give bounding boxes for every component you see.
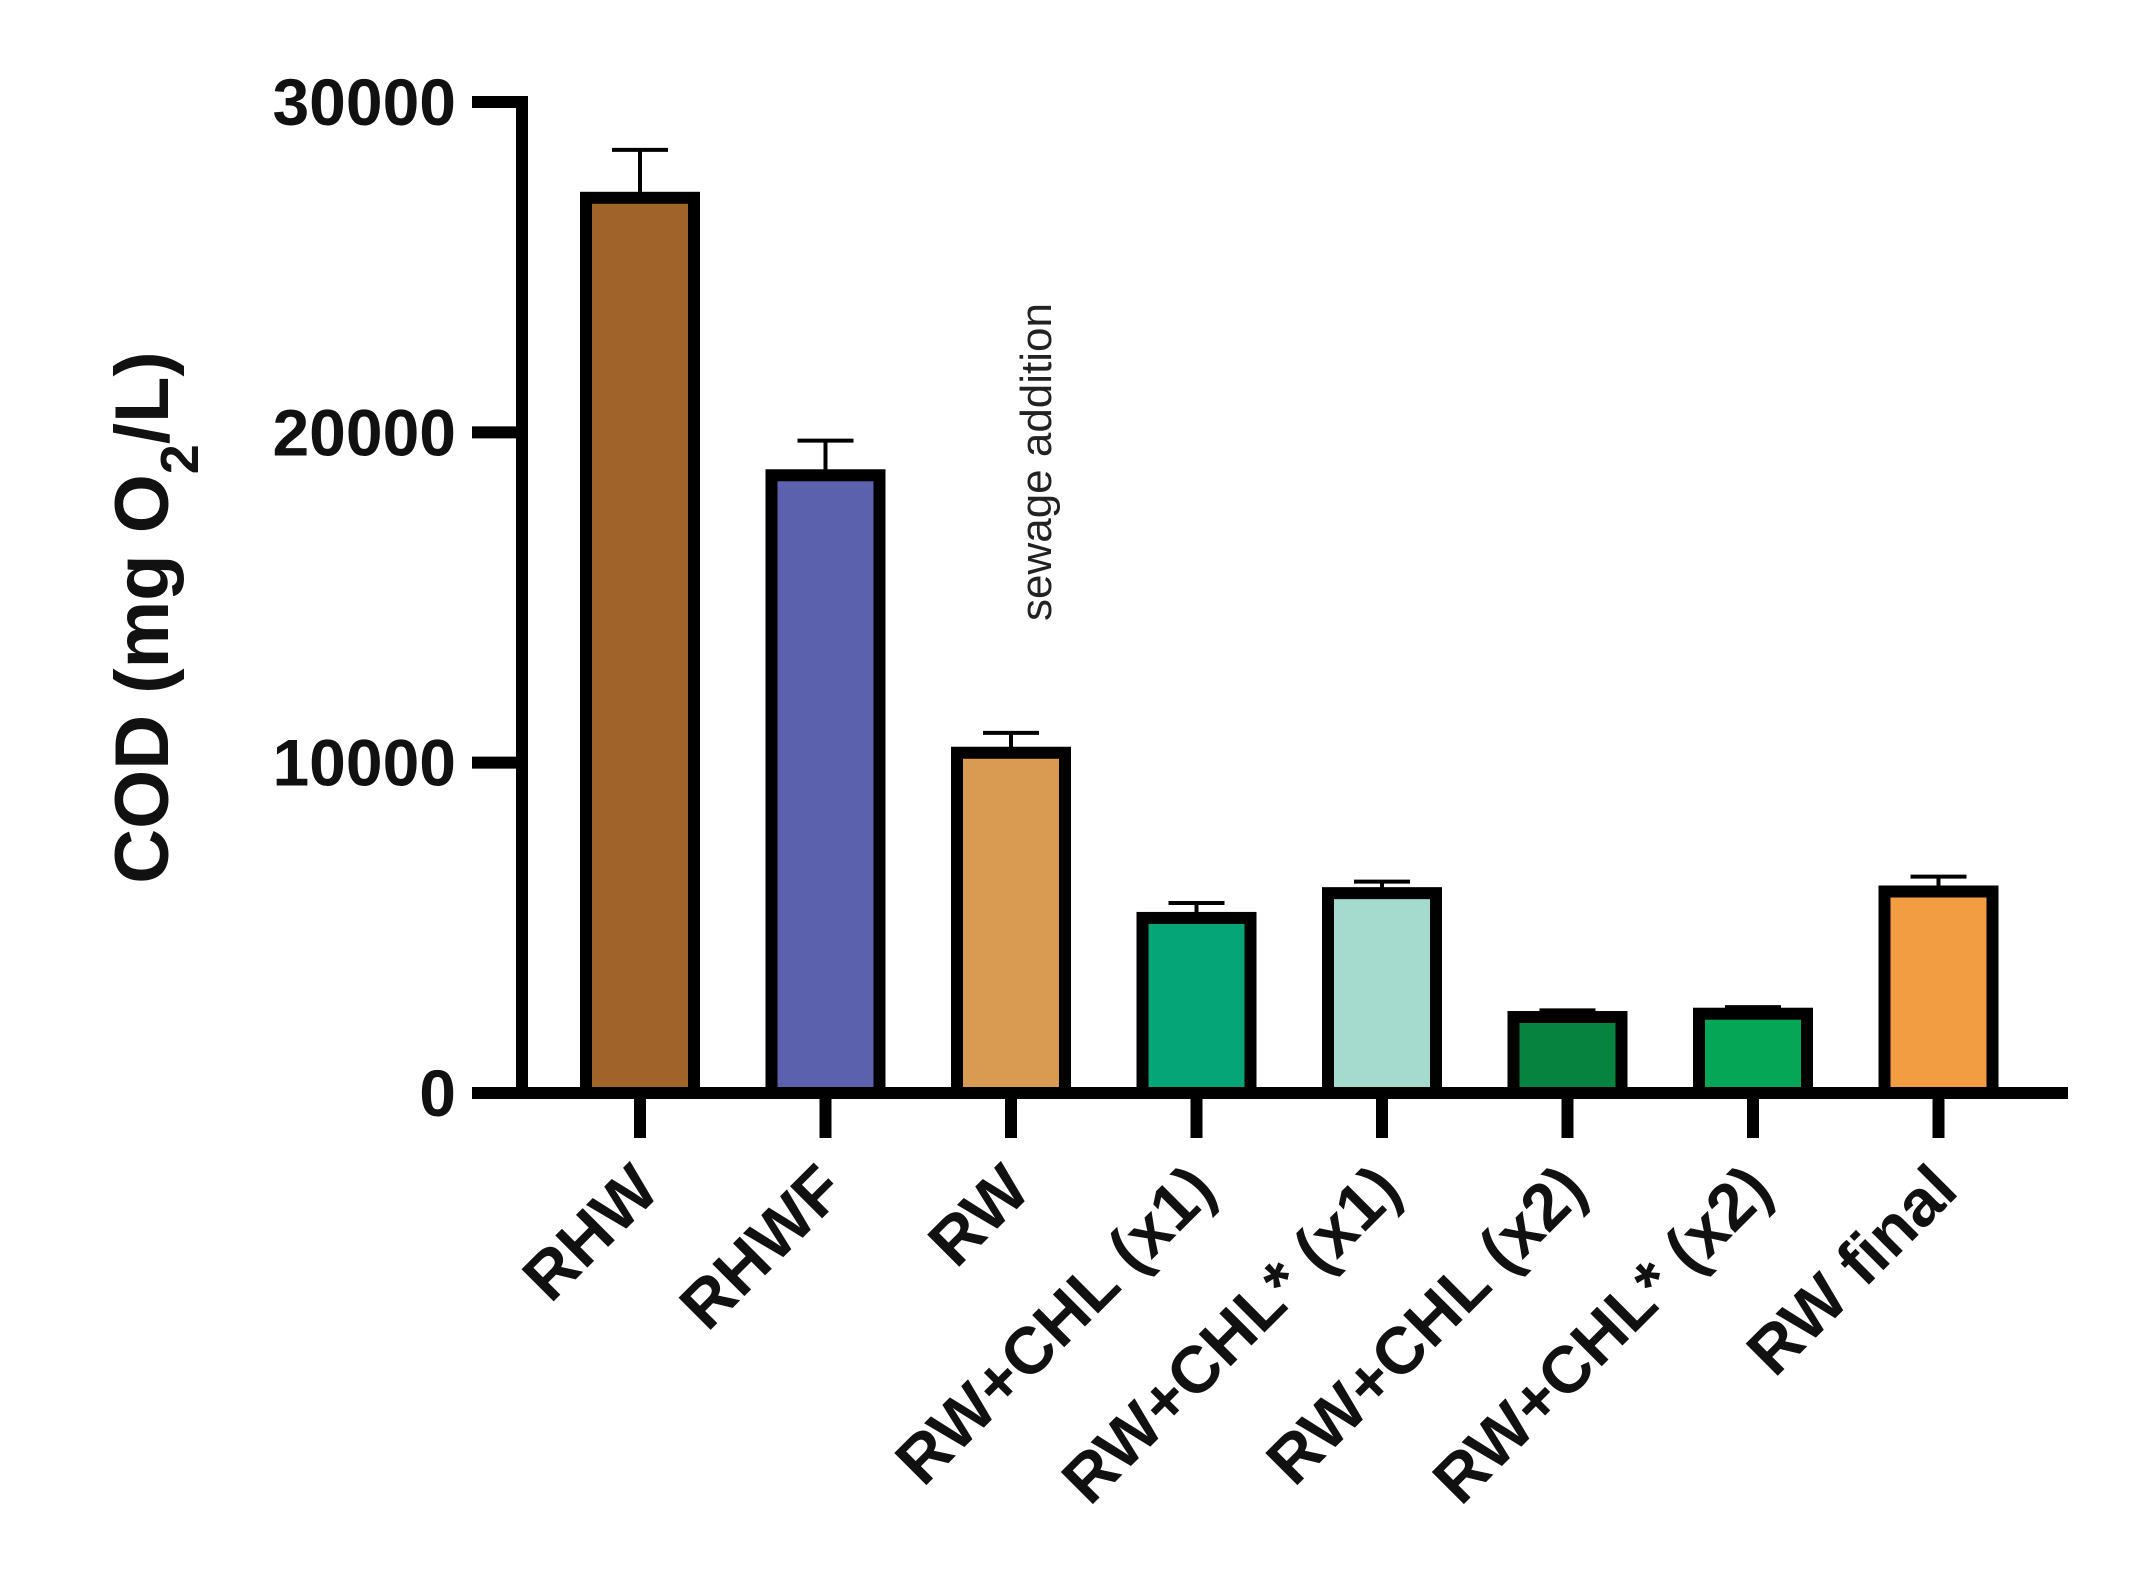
bar <box>1322 887 1442 1099</box>
y-axis-title-subscript: 2 <box>150 444 210 474</box>
bar <box>1136 911 1257 1099</box>
bar <box>1693 1007 1813 1099</box>
annotation-layer: sewage addition <box>1012 303 1061 621</box>
bar <box>1878 885 1999 1099</box>
x-tick-label: RHW <box>508 1150 672 1314</box>
bars-layer <box>580 191 1999 1099</box>
y-axis-title-suffix: /L) <box>100 351 185 444</box>
y-tick-label: 20000 <box>272 395 456 469</box>
y-ticks-layer: 0 10000 20000 30000 <box>272 65 522 1130</box>
y-axis-title: COD (mg O2/L) <box>100 351 210 883</box>
bar <box>765 469 886 1099</box>
axes-layer <box>516 96 2068 1099</box>
x-tick-label: RW+CHL (x2) <box>1252 1151 1600 1499</box>
bar <box>580 191 700 1099</box>
y-tick-label: 0 <box>419 1056 456 1130</box>
x-tick-label: RW+CHL (x1) <box>881 1151 1229 1499</box>
bar <box>1507 1011 1628 1099</box>
bar <box>951 746 1071 1099</box>
x-tick-label: RW+CHL* (x2) <box>1418 1151 1785 1518</box>
y-tick-label: 30000 <box>272 65 456 139</box>
x-tick-label: RHWF <box>665 1151 857 1343</box>
y-axis-title-prefix: COD (mg O <box>100 474 185 884</box>
x-tick-label: RW+CHL* (x1) <box>1047 1151 1414 1518</box>
x-tick-label: RW <box>914 1150 1044 1280</box>
annotation-label: sewage addition <box>1012 303 1061 621</box>
error-bars-layer <box>612 147 1967 1018</box>
y-tick-label: 10000 <box>272 726 456 800</box>
